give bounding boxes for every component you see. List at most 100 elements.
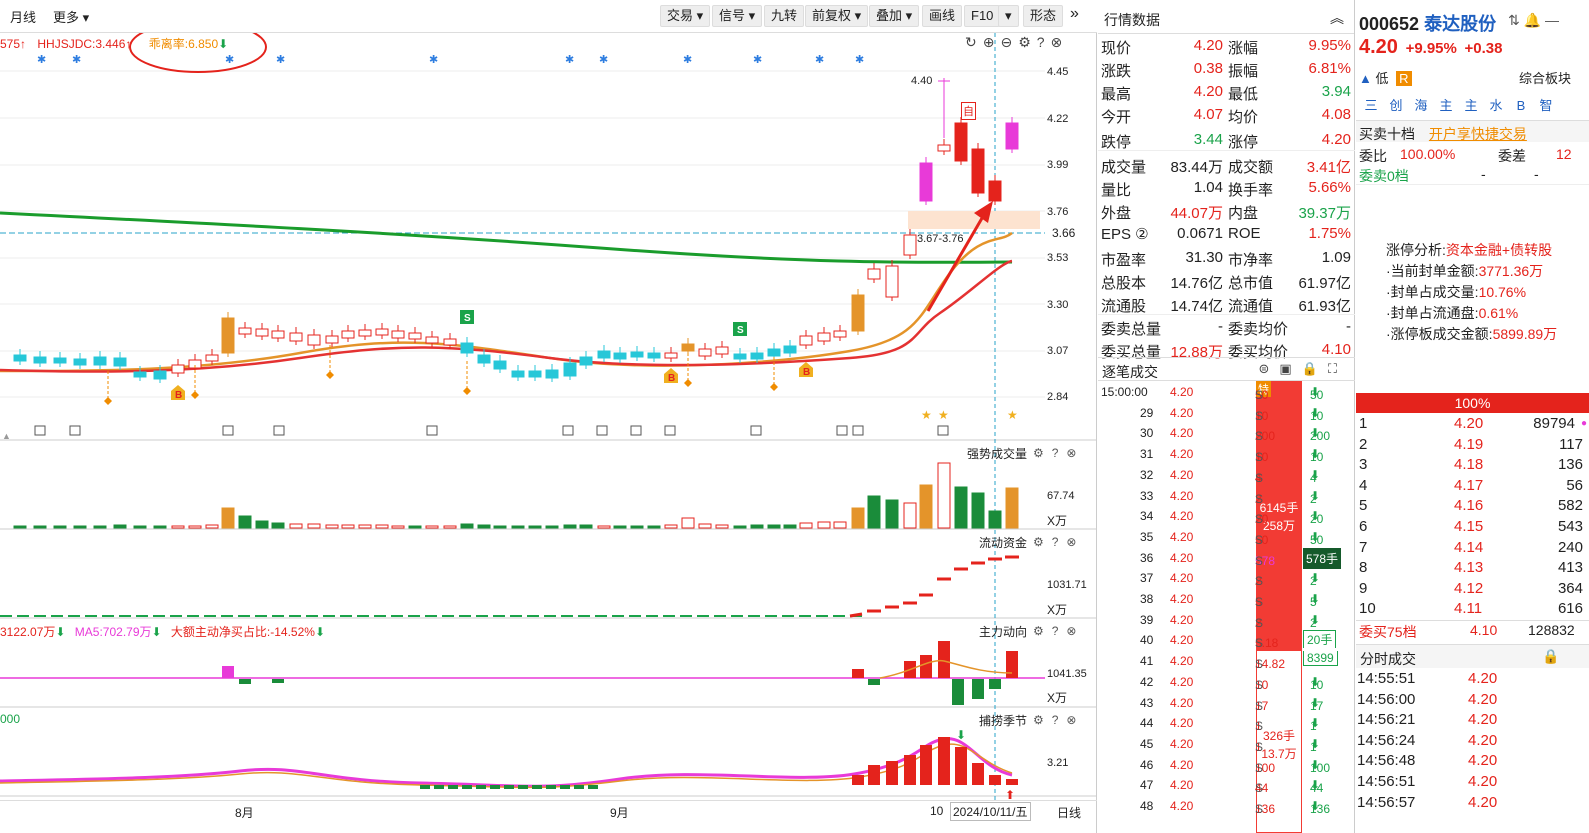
- panel-tools-main[interactable]: ⚙?⊗: [1033, 624, 1085, 638]
- candle: [391, 330, 405, 339]
- annotation-circle: [129, 33, 267, 73]
- bid-row[interactable]: 1 4.20 89794 ●: [1356, 414, 1589, 434]
- candle: [13, 354, 27, 362]
- quote-value: 0.38: [1193, 60, 1223, 77]
- open-account-link[interactable]: 开户享快捷交易: [1428, 126, 1527, 142]
- red-arrow-head: [974, 201, 993, 223]
- quote-row: 量比 1.04 换手率 5.66%: [1098, 176, 1355, 199]
- candle: [528, 370, 542, 378]
- trade-price: 4.20: [1170, 654, 1194, 669]
- bid-level: 10: [1359, 600, 1376, 618]
- quote-value: 9.95%: [1308, 37, 1351, 54]
- nine-turn-button[interactable]: 九转: [764, 5, 805, 27]
- tick-time: 14:56:57: [1357, 793, 1416, 811]
- weibi-row: 委比 100.00% 委差 12: [1356, 145, 1589, 165]
- buy75-price: 4.10: [1470, 622, 1498, 638]
- signal-button[interactable]: 信号 ▾: [712, 5, 763, 27]
- collapse-up-icon[interactable]: ︽: [1330, 10, 1344, 26]
- candle: [817, 332, 831, 342]
- flow-unit: X万: [1047, 603, 1068, 617]
- volume-bar: [681, 517, 695, 529]
- concept-tab[interactable]: B: [1516, 98, 1526, 113]
- bid-row[interactable]: 5 4.16 582: [1356, 496, 1589, 516]
- candle: [954, 122, 968, 162]
- f10-dropdown[interactable]: ▾: [998, 5, 1019, 27]
- panel-tools-flow[interactable]: ⚙?⊗: [1033, 535, 1085, 549]
- concept-tab[interactable]: 创: [1389, 98, 1403, 113]
- bid-row[interactable]: 2 4.19 117: [1356, 435, 1589, 455]
- period-label[interactable]: 日线: [1057, 806, 1082, 820]
- signal-diamond: [463, 387, 471, 395]
- trade-time: 29: [1140, 405, 1154, 420]
- trade-vol-right: 10 ⬇: [1310, 447, 1324, 465]
- quote-value: 1.09: [1321, 249, 1351, 266]
- panel-tools-vol[interactable]: ⚙?⊗: [1033, 446, 1085, 460]
- trades-tool-icons[interactable]: ⊜▣🔒⛶: [1258, 361, 1347, 376]
- quote-label: 换手率: [1228, 182, 1274, 199]
- lock-icon[interactable]: 🔒: [1542, 648, 1560, 664]
- event-icon: [852, 425, 864, 436]
- adjust-button[interactable]: 前复权 ▾: [805, 5, 869, 27]
- candle: [903, 234, 917, 256]
- header-icons[interactable]: ⇅ 🔔 —: [1508, 12, 1559, 28]
- panel-tools-season[interactable]: ⚙?⊗: [1033, 713, 1085, 727]
- bid-row[interactable]: 6 4.15 543: [1356, 517, 1589, 537]
- concept-tab[interactable]: 主: [1439, 98, 1453, 113]
- tick-time: 14:56:21: [1357, 711, 1416, 729]
- trade-price: 4.20: [1170, 550, 1194, 565]
- candle: [408, 332, 422, 340]
- volume-bar: [937, 462, 951, 529]
- big-order-lots: 6145手: [1259, 501, 1299, 515]
- volume-bar: [1005, 487, 1019, 529]
- volume-bar: [271, 522, 285, 529]
- season-bar-neg: [546, 785, 556, 789]
- support-zone: [908, 211, 1040, 229]
- star-mark: ✱: [683, 54, 692, 66]
- trade-vol-right-box: 8399: [1303, 651, 1338, 667]
- concept-tab[interactable]: 主: [1464, 98, 1478, 113]
- volume-bar: [73, 525, 87, 529]
- bid-row[interactable]: 3 4.18 136: [1356, 455, 1589, 475]
- f10-button[interactable]: F10: [964, 5, 1001, 27]
- candle: [325, 335, 339, 344]
- monthly-button[interactable]: 月线: [10, 10, 37, 25]
- shape-button[interactable]: 形态: [1023, 5, 1064, 27]
- quote-label: 委卖均价: [1228, 321, 1289, 338]
- star-mark: ✱: [37, 54, 46, 66]
- quote-value: 3.94: [1321, 83, 1351, 100]
- quote-label: 委卖总量: [1101, 321, 1162, 338]
- bid-row[interactable]: 9 4.12 364: [1356, 579, 1589, 599]
- x-oct: 10: [930, 804, 944, 818]
- concept-tab[interactable]: 海: [1414, 98, 1428, 113]
- season-bar-neg: [532, 785, 542, 789]
- concept-tab[interactable]: 水: [1489, 98, 1503, 113]
- bid-row[interactable]: 4 4.17 56: [1356, 476, 1589, 496]
- candle: [597, 350, 611, 359]
- more-menu[interactable]: 更多 ▾: [53, 10, 90, 25]
- main-bar-down: [972, 679, 984, 699]
- trade-vol-right: 200 ⬇: [1310, 426, 1331, 444]
- chart-tool-icons[interactable]: ↻⊕⊖⚙?⊗: [965, 34, 1069, 50]
- concept-tab[interactable]: 智: [1539, 98, 1553, 113]
- sell0-row: 委卖0档 - -: [1356, 165, 1589, 185]
- overlay-button[interactable]: 叠加 ▾: [869, 5, 920, 27]
- bid-row[interactable]: 10 4.11 616: [1356, 599, 1589, 619]
- trade-price: 4.20: [1170, 509, 1194, 524]
- zt4-label: ·涨停板成交金额:: [1386, 326, 1493, 342]
- trade-button[interactable]: 交易 ▾: [660, 5, 711, 27]
- collapse-icon[interactable]: »: [1070, 5, 1079, 22]
- plate-label[interactable]: 综合板块: [1519, 71, 1572, 86]
- draw-button[interactable]: 画线: [922, 5, 963, 27]
- price-tick: 3.76: [1047, 206, 1069, 218]
- candle: [255, 328, 269, 337]
- bid-row[interactable]: 8 4.13 413: [1356, 558, 1589, 578]
- bid-row[interactable]: 7 4.14 240: [1356, 538, 1589, 558]
- stock-name[interactable]: 泰达股份: [1424, 14, 1497, 34]
- concept-tab[interactable]: 三: [1364, 98, 1378, 113]
- kline-chart-area[interactable]: 月线 更多 ▾ 交易 ▾ 信号 ▾ 九转 前复权 ▾ 叠加 ▾ 画线 F10 ▾…: [0, 0, 1097, 833]
- flow-bar: [849, 612, 863, 618]
- vol-val: 67.74: [1047, 490, 1075, 502]
- main-bar-up: [920, 655, 932, 678]
- trade-time: 42: [1140, 674, 1154, 689]
